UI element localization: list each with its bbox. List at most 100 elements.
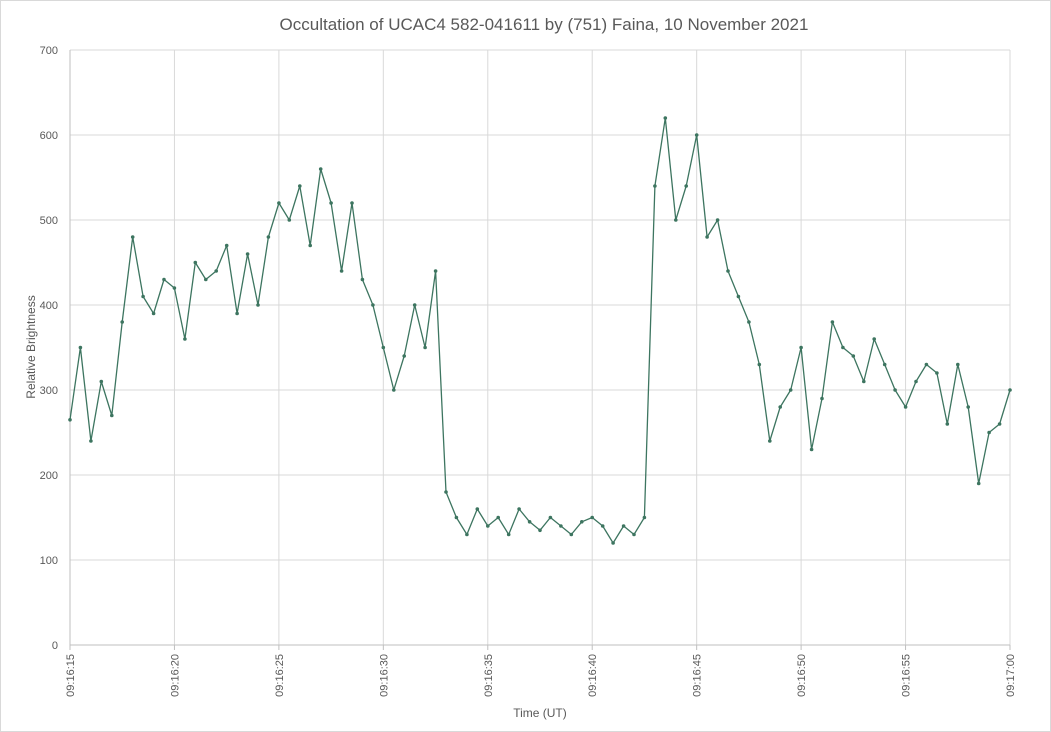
x-tick-label: 09:16:30 [378, 654, 390, 697]
data-point [684, 184, 688, 188]
data-point [768, 439, 772, 443]
data-point [632, 532, 636, 537]
data-point [486, 524, 490, 528]
data-point [987, 430, 991, 435]
data-point [1008, 388, 1012, 392]
data-point [642, 515, 647, 520]
data-point [517, 507, 521, 511]
data-point [110, 413, 114, 418]
data-point [256, 303, 260, 307]
y-tick-label: 600 [40, 130, 58, 142]
y-tick-label: 700 [40, 45, 58, 57]
x-tick-label: 09:16:25 [274, 654, 286, 697]
data-point [663, 116, 668, 120]
data-point [788, 388, 793, 392]
data-point [162, 277, 166, 282]
data-point [527, 520, 532, 524]
data-point [318, 167, 323, 171]
data-point [496, 515, 501, 520]
data-point [862, 379, 866, 384]
data-point [882, 362, 887, 367]
data-point [569, 532, 574, 537]
data-point [360, 277, 365, 282]
data-point [694, 133, 699, 137]
y-tick-label: 100 [40, 555, 58, 567]
data-point [872, 337, 876, 341]
data-point [444, 490, 448, 494]
data-point [172, 286, 177, 290]
data-point [287, 218, 292, 222]
data-point [235, 311, 239, 316]
data-point [924, 362, 929, 367]
data-point [245, 252, 250, 256]
y-tick-label: 0 [52, 640, 58, 652]
x-axis-title: Time (UT) [513, 706, 567, 720]
data-point [475, 507, 480, 511]
data-point [506, 532, 511, 537]
data-point [350, 201, 354, 205]
data-point [841, 345, 845, 350]
data-point [277, 201, 281, 205]
x-axis-tick-labels: 09:16:15 09:16:20 09:16:25 09:16:30 09:16:35… [65, 654, 1017, 697]
data-point [935, 371, 939, 375]
series-line [69, 117, 1011, 544]
data-point [78, 345, 83, 350]
data-point [559, 524, 563, 528]
data-point [674, 218, 678, 222]
data-point [914, 379, 918, 384]
data-point [945, 422, 950, 426]
data-point [590, 515, 594, 520]
data-point [956, 362, 960, 367]
data-point [329, 201, 333, 205]
data-point [465, 532, 469, 537]
gridlines [70, 49, 1011, 645]
data-point [392, 388, 396, 392]
data-point [851, 354, 856, 358]
y-axis-title: Relative Brightness [24, 295, 38, 398]
data-point [548, 515, 553, 520]
data-point [976, 481, 981, 486]
data-point [402, 354, 407, 358]
data-point [214, 269, 218, 273]
data-point [830, 320, 835, 324]
x-tick-label: 09:16:15 [65, 654, 77, 697]
x-tick-label: 09:16:40 [587, 654, 599, 697]
data-point [736, 294, 741, 299]
data-point [778, 405, 782, 409]
data-point [68, 418, 72, 422]
data-point [204, 277, 208, 282]
x-tick-label: 09:17:00 [1005, 654, 1017, 697]
data-point [89, 439, 93, 443]
data-point [120, 320, 124, 324]
data-point [183, 337, 187, 341]
data-series [68, 116, 1012, 545]
data-point [298, 184, 302, 188]
data-point [371, 303, 375, 307]
data-point [809, 447, 814, 452]
data-point [653, 184, 657, 188]
data-point [141, 294, 145, 299]
y-tick-label: 200 [40, 470, 58, 482]
x-tick-label: 09:16:55 [901, 654, 913, 697]
x-tick-label: 09:16:35 [483, 654, 495, 697]
data-point [600, 524, 605, 528]
data-point [705, 235, 709, 239]
data-point [966, 405, 970, 409]
data-point [747, 320, 751, 324]
y-tick-label: 500 [40, 215, 58, 227]
data-point [99, 379, 104, 384]
y-axis-tick-labels: 0 100 200 300 400 500 600 700 [40, 45, 58, 652]
data-point [715, 218, 720, 222]
data-point [308, 243, 313, 248]
y-tick-label: 300 [40, 385, 58, 397]
data-point [726, 269, 730, 273]
data-point [903, 405, 908, 409]
x-tick-label: 09:16:45 [692, 654, 704, 697]
data-point [621, 524, 626, 528]
data-point [339, 269, 344, 273]
data-point [757, 362, 762, 367]
x-tick-label: 09:16:20 [169, 654, 181, 697]
data-point [130, 235, 135, 239]
